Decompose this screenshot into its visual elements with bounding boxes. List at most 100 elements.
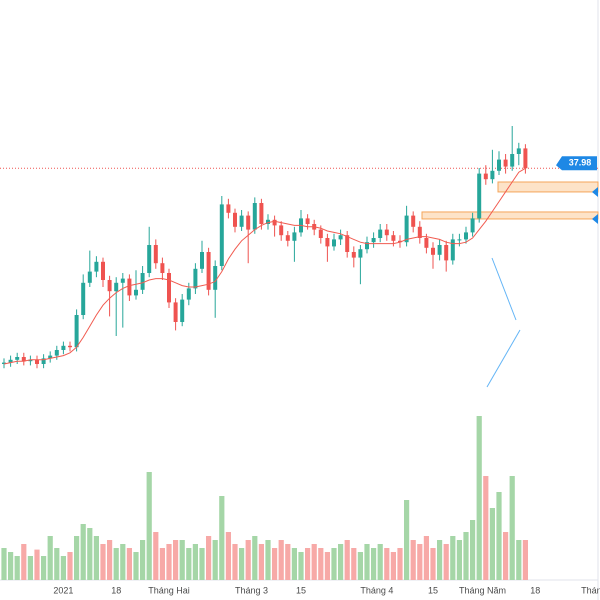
candle-body [160, 263, 165, 273]
volume-bar [225, 532, 231, 580]
candle-body [371, 238, 376, 243]
candle-body [173, 302, 178, 322]
candle-body [81, 282, 86, 315]
candle-body [107, 280, 112, 292]
candle-body [193, 268, 198, 289]
volume-bar [159, 548, 165, 580]
candle-body [384, 229, 389, 236]
volume-bar [377, 544, 383, 580]
candle-body [450, 239, 455, 261]
volume-bar [153, 532, 159, 580]
candle-body [28, 359, 33, 362]
candle-body [35, 359, 39, 364]
candle-body [2, 362, 6, 364]
volume-bar [364, 544, 370, 580]
x-tick-label: Tháng 3 [235, 585, 268, 595]
candle-body [490, 170, 495, 180]
volume-bar [397, 548, 403, 580]
candle-body [213, 266, 218, 290]
candle-body [292, 232, 297, 241]
volume-bar [509, 476, 515, 580]
volume-bar [14, 556, 20, 580]
volume-bar [133, 552, 139, 580]
candle-body [503, 159, 508, 167]
volume-bar [21, 544, 27, 580]
candle-body [464, 232, 468, 240]
candle-body [252, 203, 257, 230]
volume-bar [212, 540, 218, 580]
moving-average [3, 167, 526, 365]
volume-bar [179, 540, 185, 580]
candle-body [272, 219, 277, 226]
candle-body [41, 358, 46, 364]
volume-bar [206, 536, 212, 580]
volume-bar [357, 552, 363, 580]
candle-body [48, 355, 53, 359]
candle-body [200, 252, 204, 269]
volume-bar [140, 540, 146, 580]
candle-body [279, 225, 284, 236]
candle-body [134, 289, 138, 296]
volume-bar [318, 548, 324, 580]
candle-body [477, 173, 482, 219]
candle-body [147, 245, 152, 273]
candle-body [153, 245, 158, 264]
candle-body [8, 359, 13, 363]
volume-bar [258, 544, 264, 580]
volume-bar [503, 532, 509, 580]
x-tick-label: Tháng 4 [360, 585, 393, 595]
volume-bar [331, 548, 337, 580]
volume-bar [390, 552, 396, 580]
volume-bar [470, 520, 476, 580]
volume-bar [93, 536, 99, 580]
candle-body [510, 154, 515, 167]
volume-bar [285, 544, 291, 580]
candle-body [140, 273, 145, 290]
volume-bar [344, 540, 350, 580]
volume-bar [41, 556, 47, 580]
volume-bar [338, 544, 344, 580]
volume-bar [166, 544, 172, 580]
candle-body [437, 245, 442, 255]
candle-body [305, 218, 310, 224]
volume-bar [483, 476, 489, 580]
volume-bar [54, 548, 60, 580]
volume-bar [489, 508, 495, 580]
candle-body [94, 261, 99, 272]
volume-bar [410, 540, 416, 580]
volume-bar [272, 548, 278, 580]
candle-body [338, 235, 343, 240]
candle-body [325, 238, 330, 247]
volume-bar [1, 548, 7, 580]
volume-bar [199, 548, 205, 580]
candle-body [68, 345, 72, 348]
volume-bar [107, 540, 113, 580]
candle-body [351, 252, 356, 258]
volume-bar [186, 548, 192, 580]
candle-body [246, 215, 251, 230]
volume-bar [113, 548, 119, 580]
candle-body [21, 357, 26, 362]
candle-body [226, 204, 231, 213]
volume-bar [516, 540, 522, 580]
candle-body [259, 203, 264, 224]
volume-bar [463, 532, 469, 580]
candle-body [431, 247, 435, 255]
volume-bar [496, 492, 502, 580]
candle-body [101, 261, 105, 280]
candle-body [61, 345, 66, 350]
volume-bar [219, 496, 225, 580]
volume-bar [146, 472, 152, 580]
volume-bar [384, 548, 390, 580]
candle-body [15, 357, 20, 360]
candle-body [318, 229, 323, 238]
volume-bar [522, 540, 528, 580]
x-tick-label: 18 [111, 585, 121, 595]
candle-body [516, 148, 521, 154]
volume-bar [291, 548, 297, 580]
volume-bar [27, 556, 33, 580]
volume-bar [265, 540, 271, 580]
candle-body [411, 215, 416, 227]
volume-bar [305, 548, 311, 580]
